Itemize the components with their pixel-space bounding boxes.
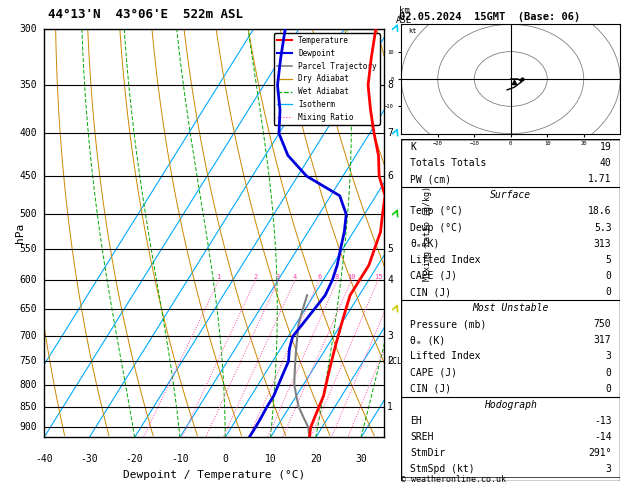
Text: 6: 6 [387,171,393,181]
Text: 850: 850 [19,402,37,412]
Text: 900: 900 [19,422,37,433]
Text: 0: 0 [606,367,611,378]
Text: 30: 30 [355,454,367,464]
Text: 550: 550 [19,244,37,254]
Text: Mixing Ratio (g/kg): Mixing Ratio (g/kg) [423,186,432,281]
Text: 3: 3 [606,464,611,474]
Legend: Temperature, Dewpoint, Parcel Trajectory, Dry Adiabat, Wet Adiabat, Isotherm, Mi: Temperature, Dewpoint, Parcel Trajectory… [274,33,380,125]
Text: 02.05.2024  15GMT  (Base: 06): 02.05.2024 15GMT (Base: 06) [399,12,581,22]
Text: 800: 800 [19,380,37,390]
Text: 5: 5 [606,255,611,265]
Text: 6: 6 [317,275,321,280]
Text: Hodograph: Hodograph [484,399,537,410]
Text: Totals Totals: Totals Totals [410,158,486,168]
Text: Dewpoint / Temperature (°C): Dewpoint / Temperature (°C) [123,470,305,480]
Text: 8: 8 [387,80,393,90]
Text: 317: 317 [594,335,611,346]
Text: kt: kt [409,28,417,34]
Text: EH: EH [410,416,422,426]
Text: CIN (J): CIN (J) [410,383,451,394]
Text: 40: 40 [599,158,611,168]
Text: 5: 5 [387,244,393,254]
Text: 291°: 291° [588,448,611,458]
Text: θₑ(K): θₑ(K) [410,239,440,249]
Text: 7: 7 [387,128,393,139]
Text: km
ASL: km ASL [396,6,412,25]
Text: 500: 500 [19,209,37,219]
Text: StmDir: StmDir [410,448,445,458]
Text: 1: 1 [216,275,221,280]
Text: 4: 4 [387,276,393,285]
Text: LCL: LCL [387,357,402,366]
Text: PW (cm): PW (cm) [410,174,451,184]
Text: 19: 19 [599,142,611,152]
Text: SREH: SREH [410,432,433,442]
Text: CAPE (J): CAPE (J) [410,367,457,378]
Text: 3: 3 [276,275,280,280]
Text: -30: -30 [81,454,98,464]
Text: 4: 4 [292,275,297,280]
Text: CAPE (J): CAPE (J) [410,271,457,281]
Text: -14: -14 [594,432,611,442]
Text: 350: 350 [19,80,37,90]
Text: Lifted Index: Lifted Index [410,351,481,362]
Text: K: K [410,142,416,152]
Text: 44°13'N  43°06'E  522m ASL: 44°13'N 43°06'E 522m ASL [48,8,243,21]
Text: 700: 700 [19,331,37,341]
Text: 18.6: 18.6 [588,207,611,216]
Text: 3: 3 [387,331,393,341]
Text: 0: 0 [606,271,611,281]
Text: 15: 15 [374,275,382,280]
Text: 20: 20 [310,454,321,464]
Text: -10: -10 [171,454,189,464]
Text: Surface: Surface [490,191,532,200]
Text: -40: -40 [35,454,53,464]
Text: 313: 313 [594,239,611,249]
Text: 400: 400 [19,128,37,139]
Text: 0: 0 [222,454,228,464]
Text: θₑ (K): θₑ (K) [410,335,445,346]
Text: Lifted Index: Lifted Index [410,255,481,265]
Text: 1.71: 1.71 [588,174,611,184]
Text: 650: 650 [19,305,37,314]
Text: hPa: hPa [15,223,25,243]
Text: © weatheronline.co.uk: © weatheronline.co.uk [401,474,506,484]
Text: 1: 1 [387,402,393,412]
Text: 450: 450 [19,171,37,181]
Text: 750: 750 [19,356,37,366]
Text: 0: 0 [606,287,611,297]
Text: -20: -20 [126,454,143,464]
Text: 8: 8 [335,275,339,280]
Text: 10: 10 [265,454,276,464]
Text: 300: 300 [19,24,37,34]
Text: StmSpd (kt): StmSpd (kt) [410,464,475,474]
Text: Pressure (mb): Pressure (mb) [410,319,486,329]
Text: 3: 3 [606,351,611,362]
Text: Most Unstable: Most Unstable [472,303,549,313]
Text: 2: 2 [253,275,257,280]
Text: 10: 10 [347,275,355,280]
Text: Dewp (°C): Dewp (°C) [410,223,463,233]
Text: -13: -13 [594,416,611,426]
Text: CIN (J): CIN (J) [410,287,451,297]
Text: 600: 600 [19,276,37,285]
Text: 5.3: 5.3 [594,223,611,233]
Text: 2: 2 [387,356,393,366]
Text: 750: 750 [594,319,611,329]
Text: 0: 0 [606,383,611,394]
Text: Temp (°C): Temp (°C) [410,207,463,216]
